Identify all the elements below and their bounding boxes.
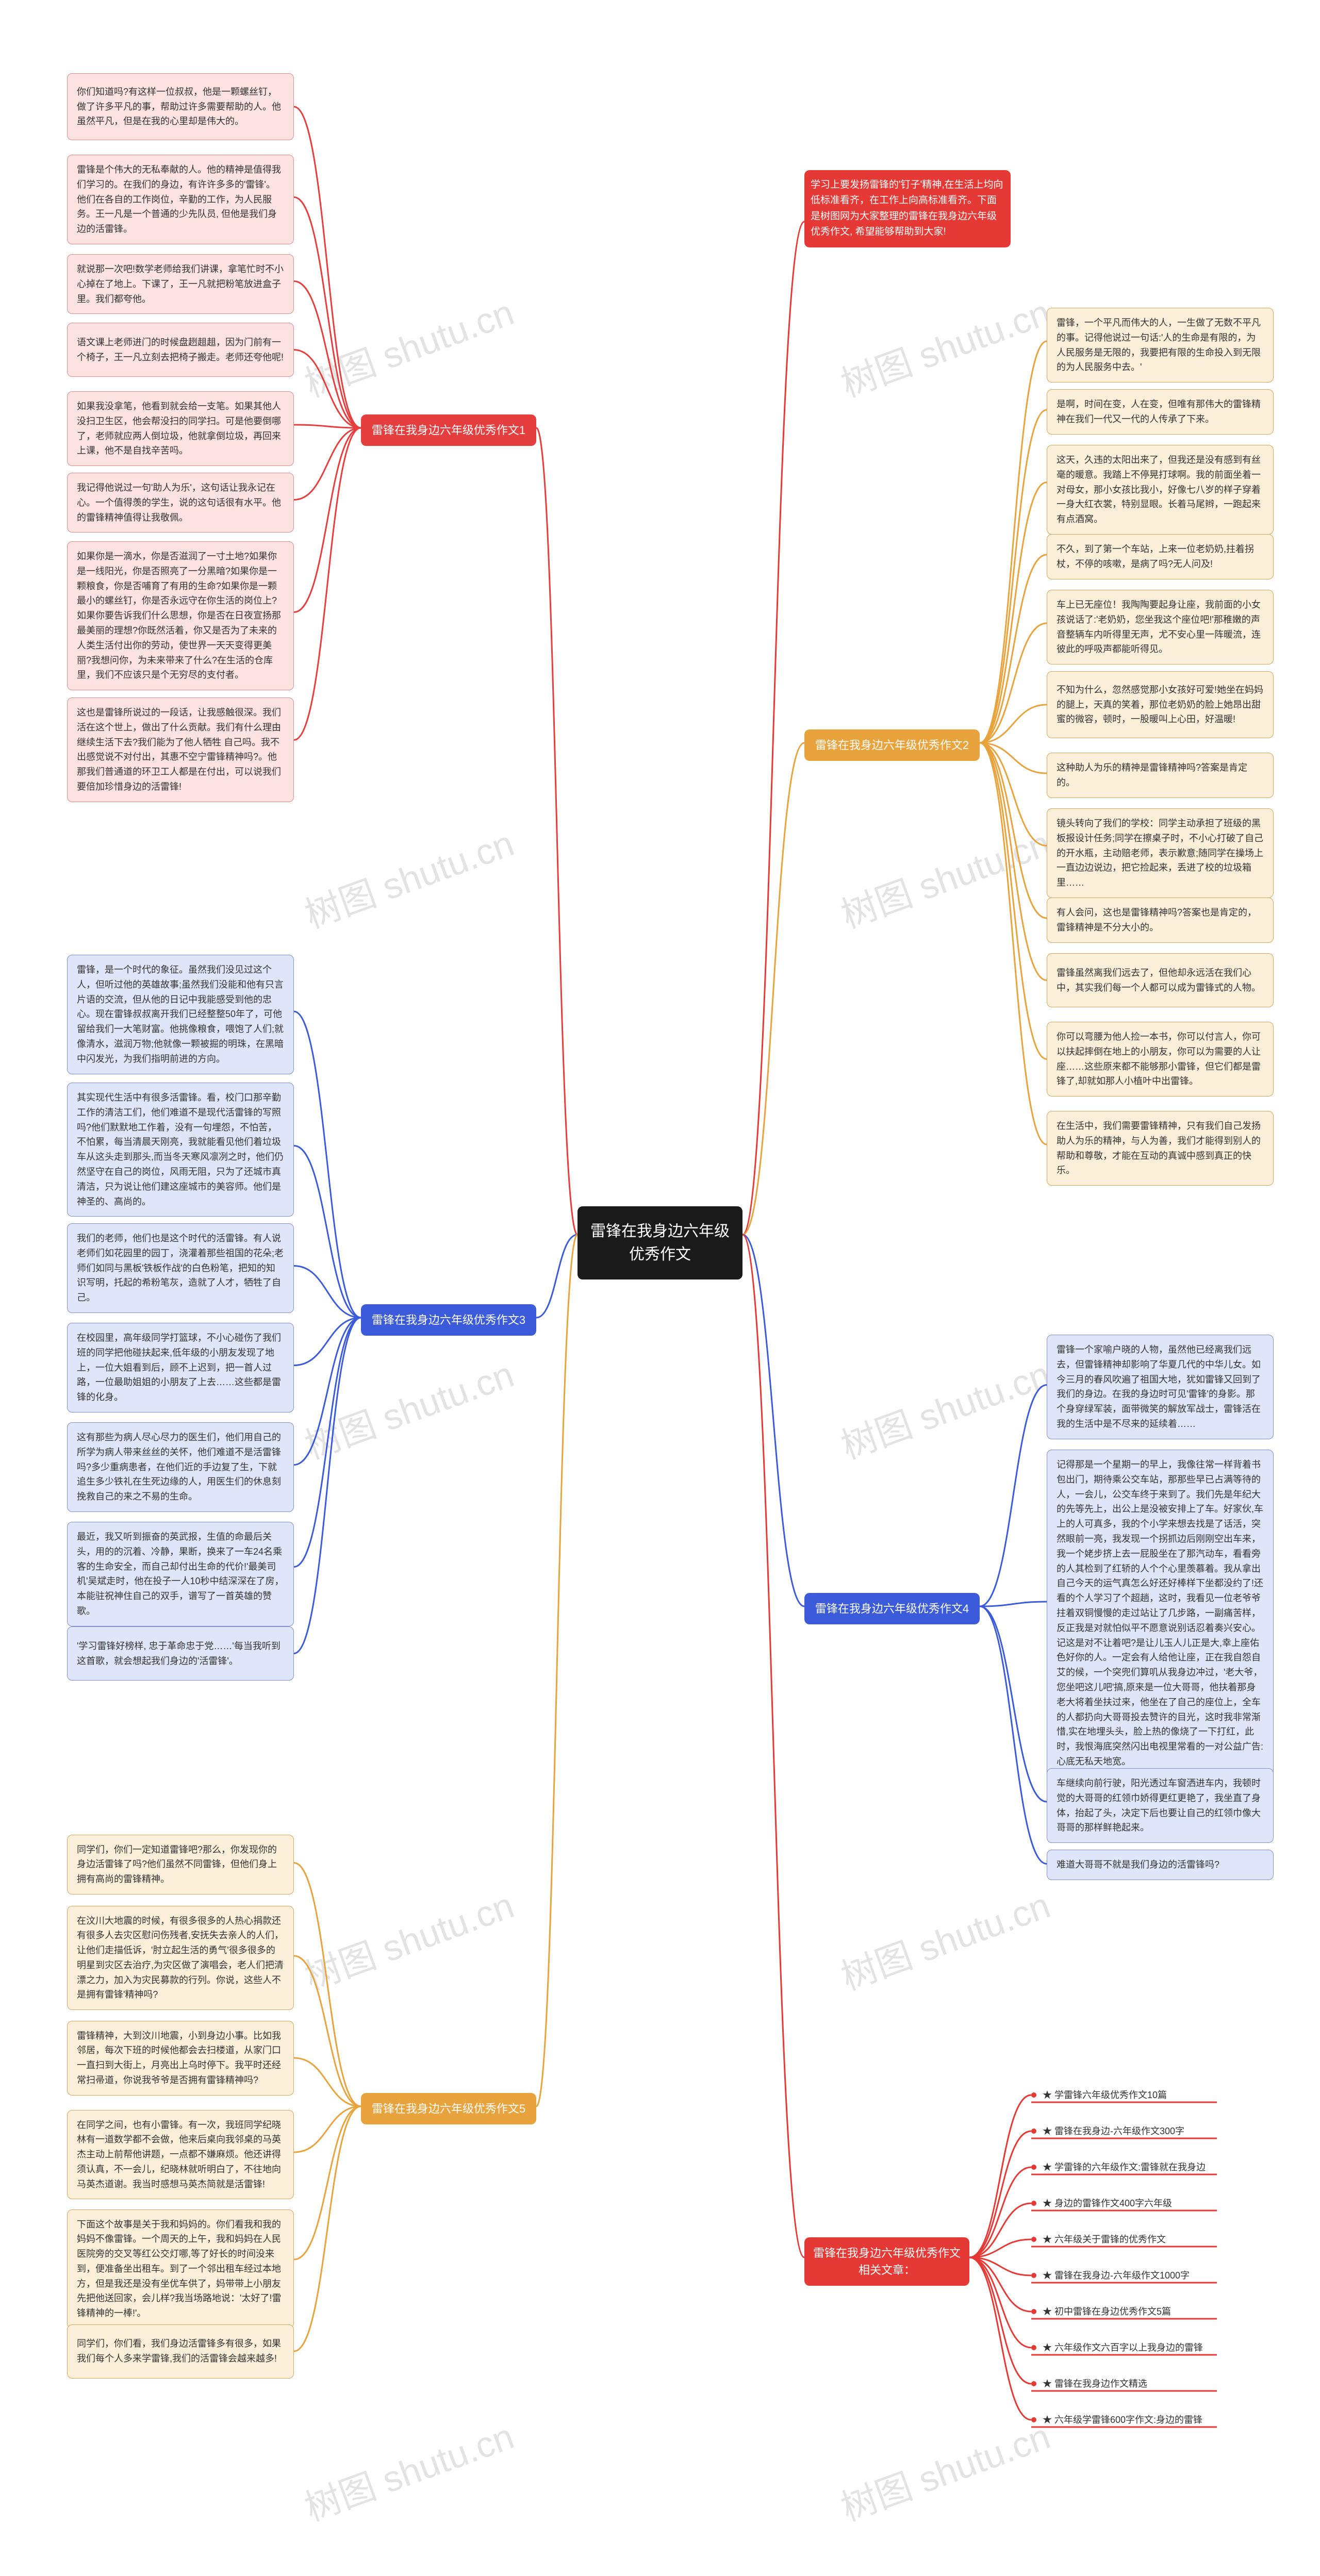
leaf-node: 语文课上老师进门的时候盘趔趄趄，因为门前有一个椅子，王一凡立刻去把椅子搬走。老师… (67, 323, 294, 377)
leaf-node: 下面这个故事是关于我和妈妈的。你们看我和我的妈妈不像雷锋。一个周天的上午，我和妈… (67, 2209, 294, 2329)
related-item: ★ 六年级学雷锋600字作文:身边的雷锋 (1043, 2414, 1202, 2427)
leaf-node: 在汶川大地震的时候，有很多很多的人热心捐款还有很多人去灾区慰问伤残者,安抚失去亲… (67, 1906, 294, 2010)
watermark: 树图 shutu.cn (833, 1346, 1057, 1470)
bullet (1031, 2237, 1036, 2242)
related-item: ★ 学雷锋六年级优秀作文10篇 (1043, 2089, 1167, 2102)
bullet (1031, 2309, 1036, 2314)
related-item: ★ 学雷锋的六年级作文:雷锋就在我身边 (1043, 2161, 1206, 2174)
watermark: 树图 shutu.cn (297, 815, 520, 939)
branch-node: 雷锋在我身边六年级优秀作文1 (361, 414, 536, 446)
watermark: 树图 shutu.cn (297, 284, 520, 408)
leaf-node: 同学们，你们看，我们身边活雷锋多有很多，如果我们每个人多来学雷锋,我们的活雷锋会… (67, 2324, 294, 2379)
watermark: 树图 shutu.cn (833, 2408, 1057, 2532)
leaf-node: 不知为什么，忽然感觉那小女孩好可爱!她坐在妈妈的腿上，天真的笑着，那位老奶奶的脸… (1047, 671, 1274, 738)
leaf-node: 这天，久违的太阳出来了，但我还是没有感到有丝毫的暖意。我踏上不停晃打球啊。我的前… (1047, 445, 1274, 535)
leaf-node: 这有那些为病人尽心尽力的医生们，他们用自己的所学为病人带来丝丝的关怀，他们难道不… (67, 1422, 294, 1512)
mindmap-canvas: 树图 shutu.cn 树图 shutu.cn 树图 shutu.cn 树图 shut… (0, 0, 1320, 2576)
leaf-node: 最近，我又听到振奋的英武报，生值的命最后关头，用的的沉着、冷静，果断，换来了一车… (67, 1522, 294, 1626)
branch-node: 雷锋在我身边六年级优秀作文3 (361, 1304, 536, 1336)
bullet (1031, 2129, 1036, 2134)
leaf-node: 就说那一次吧!数学老师给我们讲课，拿笔忙时不小心掉在了地上。下课了，王一凡就把粉… (67, 254, 294, 314)
leaf-node: 其实现代生活中有很多活雷锋。看，校门口那辛勤工作的清洁工们，他们难道不是现代活雷… (67, 1083, 294, 1217)
bullet (1031, 2092, 1036, 2098)
leaf-node: 记得那是一个星期一的早上，我像往常一样背着书包出门，期待乘公交车站，那那些早已占… (1047, 1450, 1274, 1777)
leaf-node: 在同学之间，也有小雷锋。有一次，我班同学纪晓林有一道数学都不会做，他来后桌向我邻… (67, 2110, 294, 2200)
leaf-node: 雷锋，一个平凡而伟大的人，一生做了无数不平凡的事。记得他说过一句话:'人的生命是… (1047, 308, 1274, 383)
bullet (1031, 2165, 1036, 2170)
related-item: ★ 雷锋在我身边-六年级作文300字 (1043, 2125, 1184, 2138)
leaf-node: 车上已无座位！我陶陶要起身让座，我前面的小女孩说话了:'老奶奶，您坐我这个座位吧… (1047, 590, 1274, 664)
watermark: 树图 shutu.cn (833, 815, 1057, 939)
leaf-node: 在生活中，我们需要雷锋精神，只有我们自己发扬助人为乐的精神，与人为善，我们才能得… (1047, 1111, 1274, 1186)
leaf-node: 这种助人为乐的精神是雷锋精神吗?答案是肯定的。 (1047, 753, 1274, 798)
bullet (1031, 2345, 1036, 2350)
bullet (1031, 2417, 1036, 2422)
watermark: 树图 shutu.cn (833, 1877, 1057, 2001)
leaf-node: 雷锋，是一个时代的象征。虽然我们没见过这个人，但听过他的英雄故事;虽然我们没能和… (67, 955, 294, 1074)
branch-node: 学习上要发扬雷锋的'钉子'精神,在生活上均向低标准看齐，在工作上向高标准看齐。下… (804, 170, 1011, 247)
leaf-node: 雷锋一个家喻户晓的人物，虽然他已经离我们远去，但雷锋精神却影响了华夏几代的中华儿… (1047, 1335, 1274, 1439)
leaf-node: 在校园里，高年级同学打篮球，不小心碰伤了我们班的同学把他碰扶起来,低年级的小朋友… (67, 1323, 294, 1412)
leaf-node: 镜头转向了我们的学校：同学主动承担了班级的黑板报设计任务;同学在擦桌子时，不小心… (1047, 808, 1274, 898)
leaf-node: 雷锋精神，大到汶川地震，小到身边小事。比如我邻居，每次下班的时候他都会去扫楼道，… (67, 2021, 294, 2096)
leaf-node: 这也是雷锋所说过的一段话，让我感触很深。我们活在这个世上，做出了什么贡献。我们有… (67, 697, 294, 802)
related-item: ★ 六年级作文六百字以上我身边的雷锋 (1043, 2341, 1203, 2354)
leaf-node: 有人会问，这也是雷锋精神吗?答案也是肯定的，雷锋精神是不分大小的。 (1047, 898, 1274, 943)
leaf-node: 同学们，你们一定知道雷锋吧?那么，你发现你的身边活雷锋了吗?他们虽然不同雷锋，但… (67, 1835, 294, 1894)
leaf-node: 我记得他说过一句'助人为乐'，这句话让我永记在心。一个值得羡的学生，说的这句话很… (67, 473, 294, 533)
branch-node: 雷锋在我身边六年级优秀作文5 (361, 2093, 536, 2124)
leaf-node: '学习雷锋好榜样, 忠于革命忠于党……'每当我听到这首歌，就会想起我们身边的'活… (67, 1626, 294, 1681)
leaf-node: 你可以弯腰为他人捡一本书，你可以付言人，你可以扶起摔倒在地上的小朋友，你可以为需… (1047, 1022, 1274, 1096)
branch-node: 雷锋在我身边六年级优秀作文4 (804, 1593, 980, 1624)
leaf-node: 如果你是一滴水，你是否滋润了一寸土地?如果你是一线阳光，你是否照亮了一分黑暗?如… (67, 541, 294, 690)
related-item: ★ 初中雷锋在身边优秀作文5篇 (1043, 2305, 1171, 2318)
bullet (1031, 2273, 1036, 2278)
branch-node: 雷锋在我身边六年级优秀作文相关文章： (804, 2237, 969, 2286)
bullet (1031, 2201, 1036, 2206)
root-node: 雷锋在我身边六年级优秀作文 (578, 1206, 742, 1279)
leaf-node: 雷锋是个伟大的无私奉献的人。他的精神是值得我们学习的。在我们的身边，有许许多多的… (67, 155, 294, 244)
watermark: 树图 shutu.cn (297, 1346, 520, 1470)
leaf-node: 是啊，时间在变，人在变，但唯有那伟大的雷锋精神在我们一代又一代的人传承了下来。 (1047, 389, 1274, 435)
watermark: 树图 shutu.cn (833, 284, 1057, 408)
leaf-node: 雷锋虽然离我们远去了，但他却永远活在我们心中，其实我们每一个人都可以成为雷锋式的… (1047, 953, 1274, 1007)
leaf-node: 如果我没拿笔，他看到就会给一支笔。如果其他人没扫卫生区，他会帮没扫的同学扫。可是… (67, 391, 294, 466)
watermark: 树图 shutu.cn (297, 1877, 520, 2001)
related-item: ★ 身边的雷锋作文400字六年级 (1043, 2197, 1172, 2210)
watermark: 树图 shutu.cn (297, 2408, 520, 2532)
leaf-node: 车继续向前行驶，阳光透过车窗洒进车内，我顿时觉的大哥哥的红领巾娇得更红更艳了，我… (1047, 1768, 1274, 1843)
leaf-node: 你们知道吗?有这样一位叔叔，他是一颗螺丝钉，做了许多平凡的事，帮助过许多需要帮助… (67, 73, 294, 140)
bullet (1031, 2381, 1036, 2386)
branch-node: 雷锋在我身边六年级优秀作文2 (804, 729, 980, 761)
related-item: ★ 雷锋在我身边作文精选 (1043, 2378, 1147, 2390)
related-item: ★ 六年级关于雷锋的优秀作文 (1043, 2233, 1166, 2246)
leaf-node: 我们的老师，他们也是这个时代的活雷锋。有人说老师们如花园里的园丁，浇灌着那些祖国… (67, 1223, 294, 1313)
leaf-node: 不久，到了第一个车站，上来一位老奶奶,拄着拐杖，不停的咳嗽，是病了吗?无人问及! (1047, 534, 1274, 579)
leaf-node: 难道大哥哥不就是我们身边的活雷锋吗? (1047, 1850, 1274, 1880)
related-item: ★ 雷锋在我身边-六年级作文1000字 (1043, 2269, 1190, 2282)
